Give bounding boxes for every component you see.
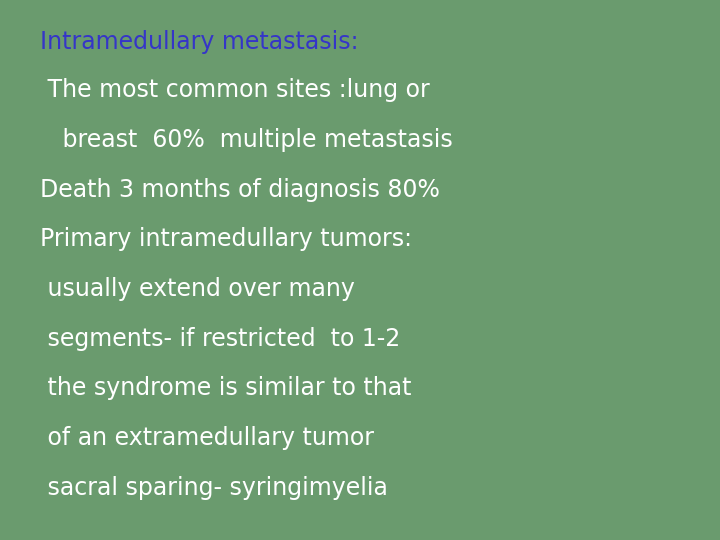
Text: sacral sparing- syringimyelia: sacral sparing- syringimyelia: [40, 476, 387, 500]
Text: The most common sites :lung or: The most common sites :lung or: [40, 78, 429, 102]
Text: Primary intramedullary tumors:: Primary intramedullary tumors:: [40, 227, 412, 251]
Text: Death 3 months of diagnosis 80%: Death 3 months of diagnosis 80%: [40, 178, 439, 201]
Text: of an extramedullary tumor: of an extramedullary tumor: [40, 426, 374, 450]
Text: Intramedullary metastasis:: Intramedullary metastasis:: [40, 30, 358, 53]
Text: breast  60%  multiple metastasis: breast 60% multiple metastasis: [40, 128, 452, 152]
Text: usually extend over many: usually extend over many: [40, 277, 354, 301]
Text: segments- if restricted  to 1-2: segments- if restricted to 1-2: [40, 327, 400, 350]
Text: the syndrome is similar to that: the syndrome is similar to that: [40, 376, 411, 400]
